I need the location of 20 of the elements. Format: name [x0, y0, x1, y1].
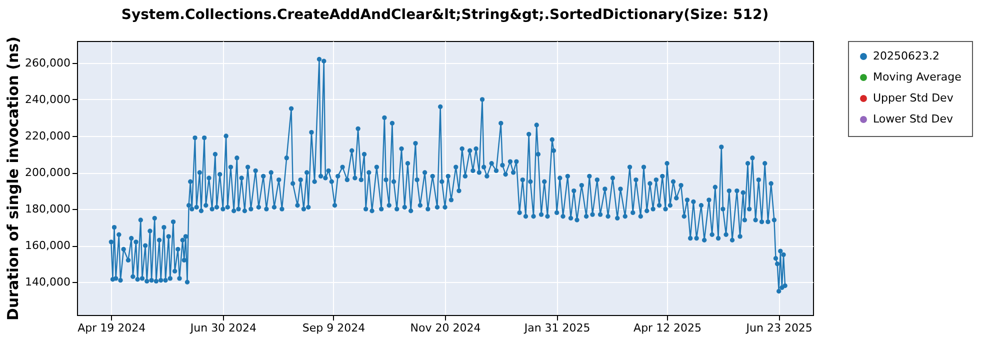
y-tick-label: 200,000 — [25, 166, 70, 180]
y-tick-label: 260,000 — [25, 56, 70, 70]
y-tick-label: 180,000 — [25, 202, 70, 216]
x-tick-label: Sep 9 2024 — [302, 322, 366, 334]
legend-label: Upper Std Dev — [873, 92, 954, 104]
x-tick-label: Jun 30 2024 — [189, 322, 257, 334]
y-tick-label: 220,000 — [25, 129, 70, 142]
x-tick-label: Nov 20 2024 — [410, 322, 481, 334]
x-tick-label: Jun 23 2025 — [745, 322, 812, 334]
x-tick-label: Apr 19 2024 — [78, 322, 146, 334]
y-tick-label: 240,000 — [25, 92, 70, 106]
x-tick-label: Apr 12 2025 — [634, 322, 702, 334]
y-tick-label: 160,000 — [25, 239, 70, 252]
legend-label: Moving Average — [873, 70, 962, 84]
y-tick-label: 140,000 — [25, 276, 70, 289]
y-axis-title: Duration of single invocation (ns) — [4, 36, 22, 320]
legend-label: 20250623.2 — [873, 50, 940, 62]
chart-title: System.Collections.CreateAddAndClear&lt;String&gt;.SortedDictionary(Size: 512) — [121, 7, 769, 23]
legend-label: Lower Std Dev — [873, 112, 954, 126]
x-tick-label: Jan 31 2025 — [523, 322, 590, 334]
